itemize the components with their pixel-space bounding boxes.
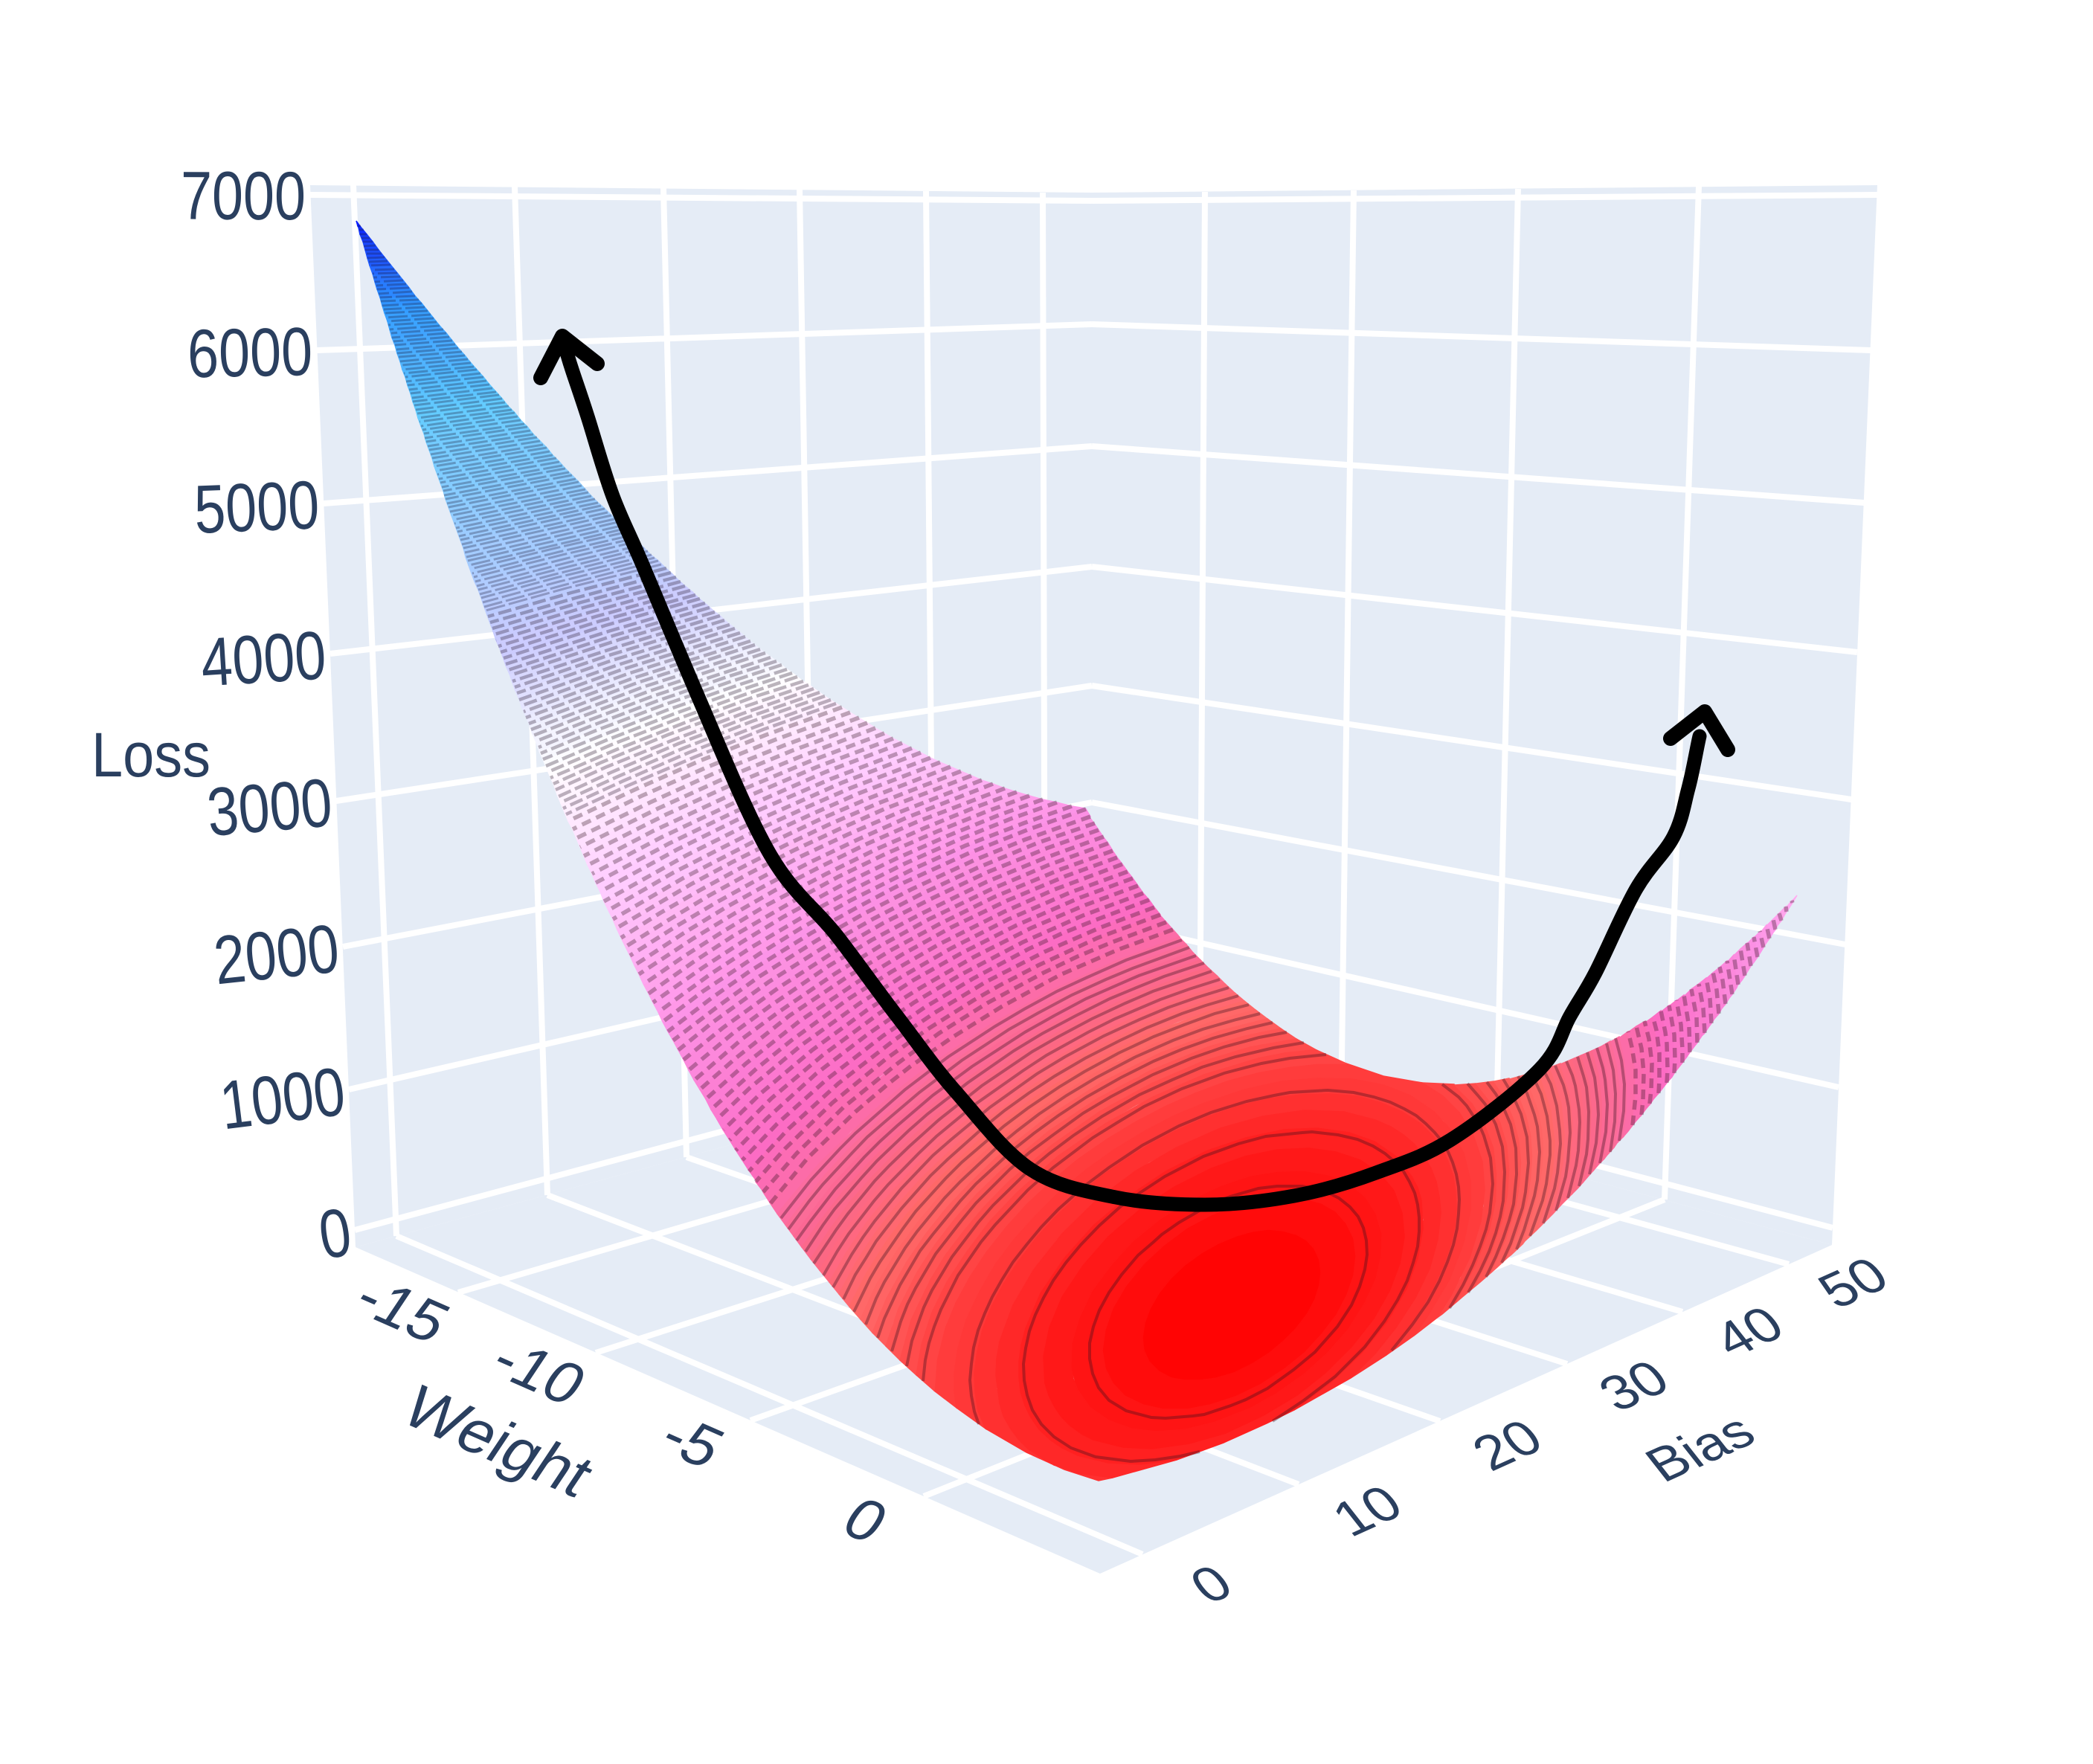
- svg-text:5000: 5000: [193, 467, 321, 548]
- svg-text:3000: 3000: [204, 764, 335, 851]
- svg-text:2000: 2000: [210, 910, 343, 999]
- svg-text:7000: 7000: [181, 158, 306, 235]
- svg-text:4000: 4000: [199, 617, 328, 701]
- svg-text:6000: 6000: [187, 314, 313, 392]
- svg-text:Loss: Loss: [91, 720, 210, 790]
- svg-text:1000: 1000: [216, 1053, 349, 1144]
